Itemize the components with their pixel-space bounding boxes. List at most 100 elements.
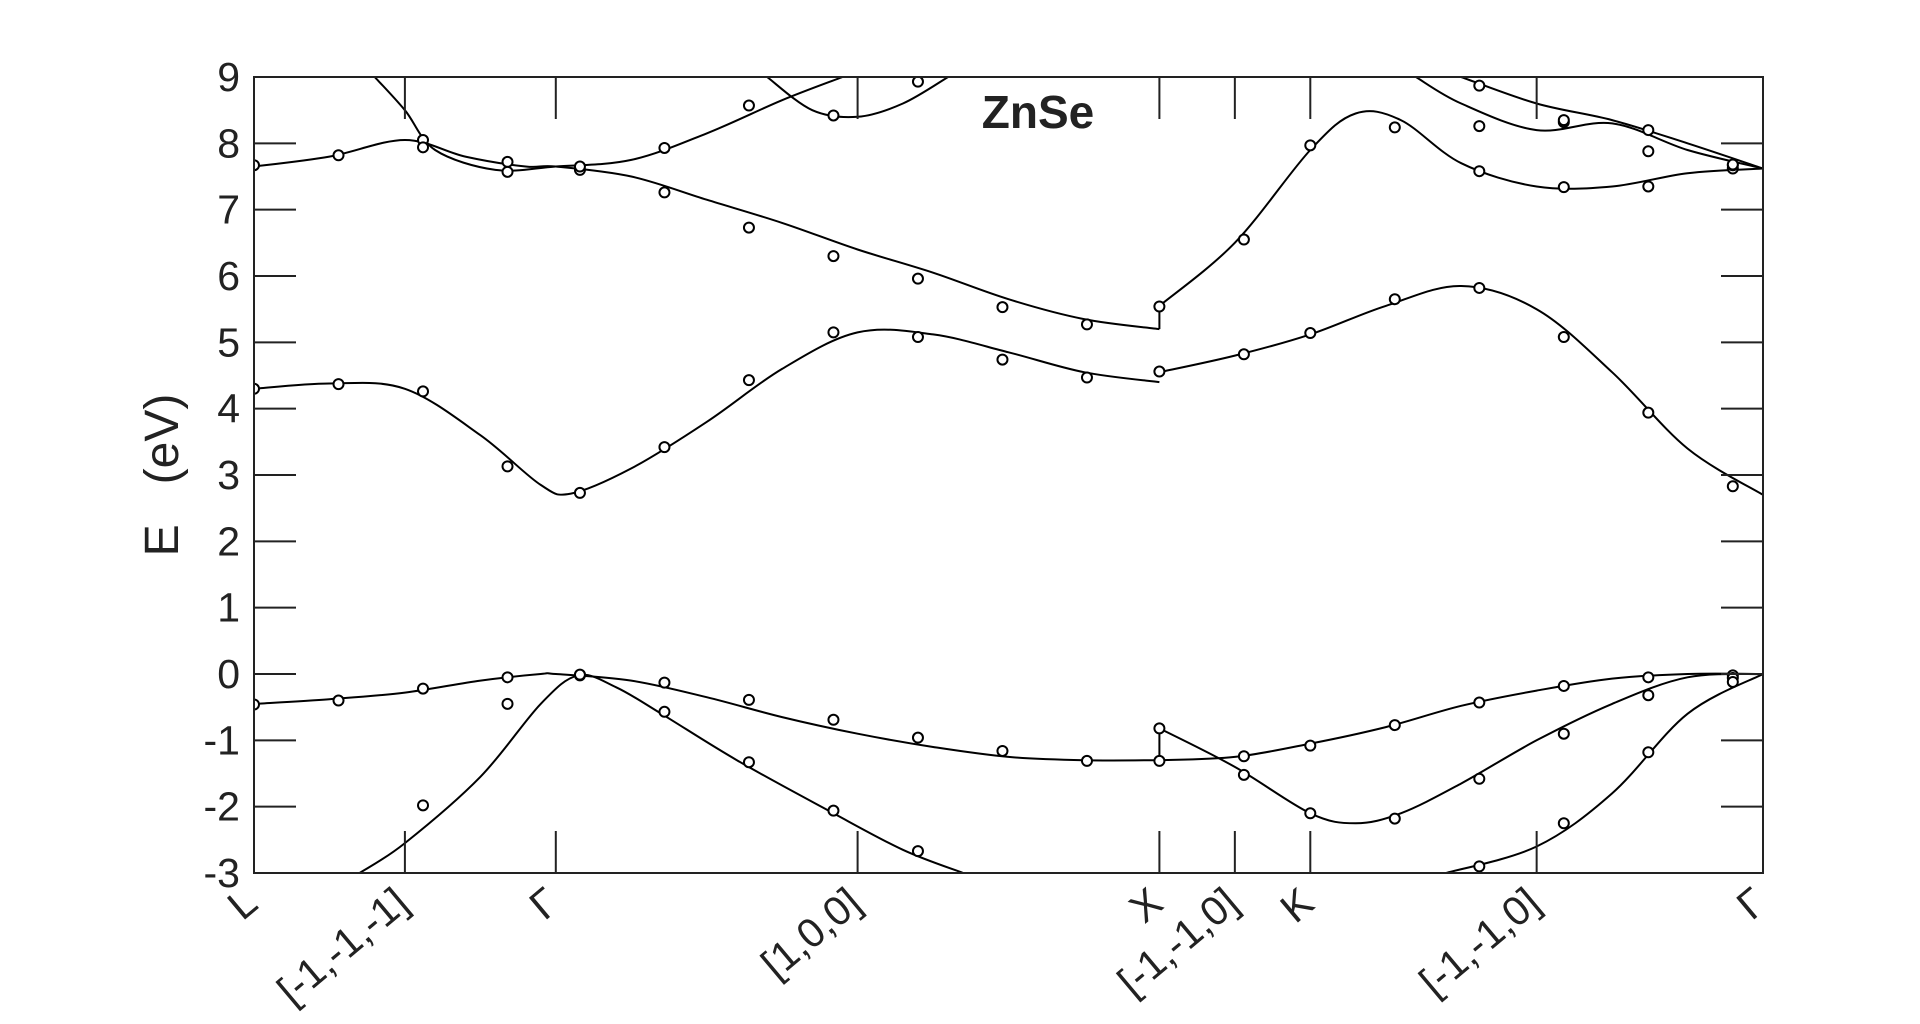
- band-9-point-4: [742, 99, 755, 112]
- band-4-point-3: [1726, 675, 1739, 688]
- band-3-point-5: [1557, 727, 1570, 740]
- band-7-point-10: [1080, 318, 1093, 331]
- y-tick-label-0: -3: [204, 850, 240, 896]
- band-6-point-7: [1726, 480, 1739, 493]
- band-8-point-3: [1388, 121, 1401, 134]
- band-6-point-4: [1473, 281, 1486, 294]
- x-tick-label-1: [-1,-1,-1]: [268, 879, 416, 1014]
- x-tick-label-0: L: [219, 879, 266, 929]
- band-1-point-6: [742, 693, 755, 706]
- band-6-point-5: [1557, 331, 1570, 344]
- band-9-point-3: [658, 141, 671, 154]
- band-0-point-6: [911, 845, 924, 858]
- band-1-point-0: [254, 698, 260, 711]
- band-4-point-2: [1642, 746, 1655, 759]
- band-5-point-0: [254, 382, 260, 395]
- band-line-7: [254, 138, 1160, 331]
- chart-title: ZnSe: [982, 86, 1094, 138]
- band-line-8: [1158, 110, 1763, 307]
- band-12-point-1: [1557, 114, 1570, 127]
- band-line-1: [254, 672, 1160, 762]
- x-tick-label-8: Γ: [1728, 879, 1775, 929]
- band-8-point-5: [1557, 181, 1570, 194]
- band-12-point-2: [1642, 124, 1655, 137]
- band-7-point-7: [827, 250, 840, 263]
- band-1-point-7: [827, 713, 840, 726]
- band-8-point-2: [1304, 139, 1317, 152]
- band-5-point-10: [1080, 371, 1093, 384]
- band-6-point-3: [1388, 293, 1401, 306]
- band-1-point-8: [911, 731, 924, 744]
- band-7-point-3: [501, 155, 514, 168]
- band-line-12: [1460, 77, 1763, 170]
- band-5-point-4: [573, 486, 586, 499]
- band-1-point-3: [501, 671, 514, 684]
- band-4-point-1: [1557, 817, 1570, 830]
- band-5-point-3: [501, 460, 514, 473]
- band-5-point-7: [827, 326, 840, 339]
- band-6-point-6: [1642, 406, 1655, 419]
- band-0-point-0: [417, 799, 430, 812]
- band-7-point-1: [332, 149, 345, 162]
- band-1-point-4: [573, 668, 586, 681]
- y-tick-label-1: -2: [204, 784, 240, 830]
- y-tick-label-4: 1: [217, 585, 240, 631]
- band-11-point-2: [1642, 145, 1655, 158]
- band-line-0: [359, 673, 964, 873]
- band-7-point-9: [996, 301, 1009, 314]
- y-tick-label-12: 9: [217, 54, 240, 100]
- y-tick-label-5: 2: [217, 518, 240, 564]
- y-tick-label-8: 5: [217, 319, 240, 365]
- band-3-point-2: [1304, 807, 1317, 820]
- y-tick-label-9: 6: [217, 253, 240, 299]
- x-tick-label-7: [-1,-1,0]: [1411, 879, 1549, 1005]
- y-tick-label-6: 3: [217, 452, 240, 498]
- x-tick-label-3: [1,0,0]: [752, 879, 869, 988]
- band-6-point-0: [1153, 365, 1166, 378]
- band-line-9: [373, 77, 843, 172]
- band-2-point-4: [1557, 679, 1570, 692]
- band-6-point-1: [1237, 348, 1250, 361]
- band-5-point-2: [417, 385, 430, 398]
- band-1-point-2: [417, 682, 430, 695]
- y-tick-label-3: 0: [217, 651, 240, 697]
- band-7-point-5: [658, 186, 671, 199]
- y-axis-title: E (eV): [136, 394, 189, 557]
- band-8-point-6: [1642, 180, 1655, 193]
- band-line-5: [254, 328, 1160, 496]
- band-line-4: [1445, 673, 1763, 873]
- band-8-point-1: [1237, 233, 1250, 246]
- plot-frame: [253, 76, 1764, 874]
- band-1-point-9: [996, 744, 1009, 757]
- band-3-point-3: [1388, 812, 1401, 825]
- band-8-point-4: [1473, 165, 1486, 178]
- band-12-point-0: [1473, 79, 1486, 92]
- band-4-point-0: [1473, 860, 1486, 873]
- band-0-point-1: [501, 697, 514, 710]
- band-2-point-2: [1388, 719, 1401, 732]
- band-5-point-6: [742, 374, 755, 387]
- band-1-point-11: [1153, 754, 1166, 767]
- band-7-point-6: [742, 221, 755, 234]
- band-line-11: [1415, 77, 1763, 170]
- band-10-point-0: [827, 109, 840, 122]
- band-6-point-2: [1304, 327, 1317, 340]
- markers-group: [254, 77, 1739, 873]
- band-8-point-0: [1153, 300, 1166, 313]
- y-tick-label-7: 4: [217, 386, 240, 432]
- band-2-point-3: [1473, 696, 1486, 709]
- band-0-point-5: [827, 804, 840, 817]
- band-9-point-1: [501, 165, 514, 178]
- band-0-point-4: [742, 756, 755, 769]
- band-2-point-5: [1642, 671, 1655, 684]
- band-7-point-0: [254, 159, 260, 172]
- band-5-point-9: [996, 353, 1009, 366]
- y-tick-labels: -3 -2 -1 0 1 2 3 4 5 6 7 8 9: [204, 54, 240, 896]
- band-3-point-1: [1237, 768, 1250, 781]
- band-0-point-3: [658, 705, 671, 718]
- band-2-point-0: [1237, 750, 1250, 763]
- band-1-point-10: [1080, 754, 1093, 767]
- x-tick-label-2: Γ: [521, 879, 568, 929]
